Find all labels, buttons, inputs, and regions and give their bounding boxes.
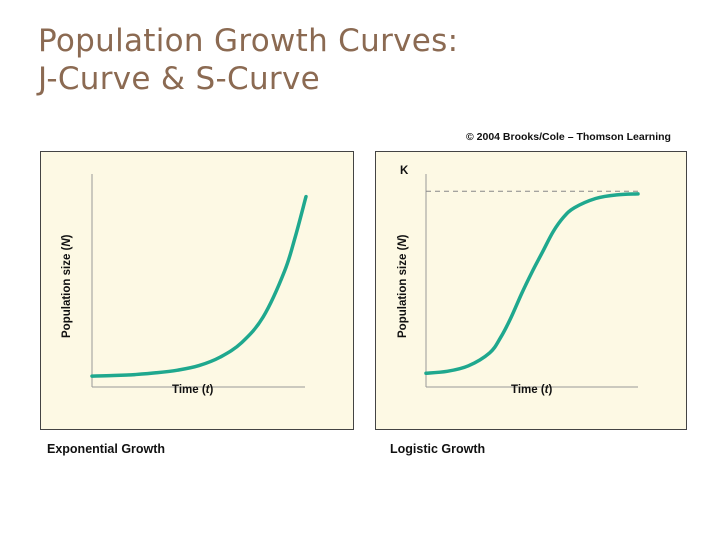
exponential-chart-svg [90, 174, 308, 388]
caption-exponential-growth: Exponential Growth [47, 442, 166, 456]
caption-logistic-growth: Logistic Growth [390, 442, 486, 456]
x-axis-label: Time (t) [511, 384, 553, 396]
x-axis-label: Time (t) [172, 384, 214, 396]
y-axis-label: Population size (N) [61, 234, 73, 338]
slide-title: Population Growth Curves: J-Curve & S-Cu… [38, 22, 458, 98]
y-axis-label: Population size (N) [397, 234, 409, 338]
series-line-exponential [90, 194, 308, 378]
logistic-chart-svg [424, 174, 640, 388]
series-line-logistic [424, 192, 640, 375]
exponential-chart-panel: Population size (N) Time (t) [40, 151, 354, 430]
slide-title-line2: J-Curve & S-Curve [38, 61, 320, 97]
copyright-notice: © 2004 Brooks/Cole – Thomson Learning [466, 131, 671, 143]
slide-title-line1: Population Growth Curves: [38, 23, 459, 59]
carrying-capacity-label: K [400, 165, 409, 177]
logistic-chart-panel: K Population size (N) Time (t) [375, 151, 687, 430]
